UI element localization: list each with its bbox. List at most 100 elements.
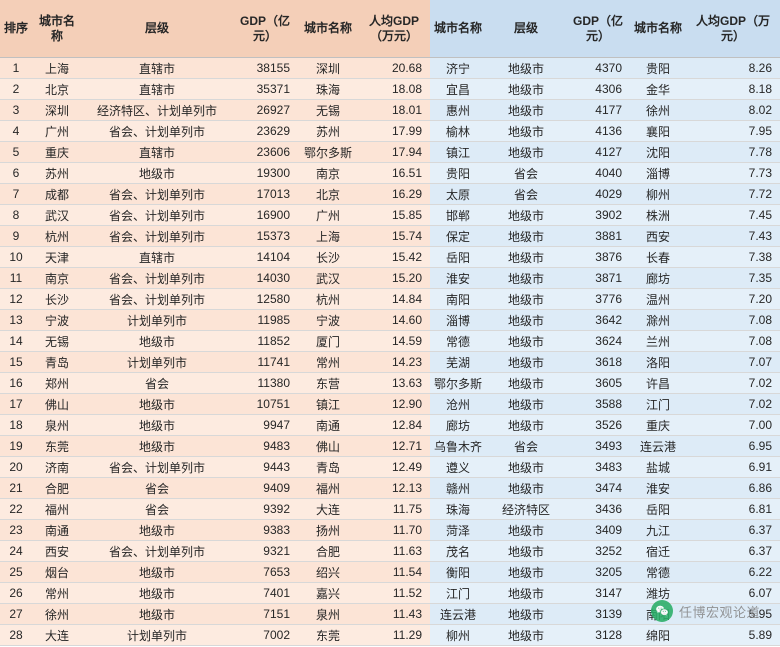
cell-city: 榆林	[430, 121, 486, 141]
cell-gdp: 3871	[566, 268, 630, 288]
table-row: 廊坊地级市3526重庆7.00	[430, 415, 780, 436]
cell-city2: 苏州	[298, 121, 358, 141]
cell-city: 泉州	[32, 415, 82, 435]
cell-pcg: 7.73	[686, 163, 780, 183]
table-row: 7成都省会、计划单列市17013北京16.29	[0, 184, 430, 205]
cell-city2: 厦门	[298, 331, 358, 351]
cell-pcg: 16.29	[358, 184, 430, 204]
table-row: 5重庆直辖市23606鄂尔多斯17.94	[0, 142, 430, 163]
cell-city2: 沈阳	[630, 142, 686, 162]
cell-city: 宁波	[32, 310, 82, 330]
table-row: 衡阳地级市3205常德6.22	[430, 562, 780, 583]
col-rank: 排序	[0, 0, 32, 57]
table-row: 4广州省会、计划单列市23629苏州17.99	[0, 121, 430, 142]
cell-tier: 地级市	[486, 604, 566, 624]
cell-gdp: 7401	[232, 583, 298, 603]
cell-gdp: 15373	[232, 226, 298, 246]
cell-city2: 嘉兴	[298, 583, 358, 603]
cell-gdp: 4136	[566, 121, 630, 141]
cell-city2: 常州	[298, 352, 358, 372]
cell-gdp: 9321	[232, 541, 298, 561]
table-row: 12长沙省会、计划单列市12580杭州14.84	[0, 289, 430, 310]
cell-pcg: 15.85	[358, 205, 430, 225]
cell-pcg: 5.89	[686, 625, 780, 645]
table-row: 贵阳省会4040淄博7.73	[430, 163, 780, 184]
cell-city2: 长春	[630, 247, 686, 267]
cell-gdp: 3526	[566, 415, 630, 435]
cell-gdp: 16900	[232, 205, 298, 225]
table-row: 28大连计划单列市7002东莞11.29	[0, 625, 430, 646]
cell-pcg: 17.99	[358, 121, 430, 141]
table-row: 柳州地级市3128绵阳5.89	[430, 625, 780, 646]
cell-pcg: 15.42	[358, 247, 430, 267]
cell-tier: 地级市	[82, 604, 232, 624]
cell-tier: 直辖市	[82, 79, 232, 99]
cell-tier: 省会、计划单列市	[82, 289, 232, 309]
cell-city2: 金华	[630, 79, 686, 99]
cell-gdp: 3493	[566, 436, 630, 456]
table-row: 珠海经济特区3436岳阳6.81	[430, 499, 780, 520]
cell-pcg: 7.43	[686, 226, 780, 246]
cell-city: 邯郸	[430, 205, 486, 225]
cell-city2: 武汉	[298, 268, 358, 288]
cell-pcg: 7.38	[686, 247, 780, 267]
table-row: 25烟台地级市7653绍兴11.54	[0, 562, 430, 583]
cell-gdp: 3642	[566, 310, 630, 330]
cell-city: 南京	[32, 268, 82, 288]
table-row: 8武汉省会、计划单列市16900广州15.85	[0, 205, 430, 226]
cell-tier: 经济特区、计划单列市	[82, 100, 232, 120]
cell-gdp: 9392	[232, 499, 298, 519]
cell-tier: 计划单列市	[82, 625, 232, 645]
cell-gdp: 3624	[566, 331, 630, 351]
cell-pcg: 13.63	[358, 373, 430, 393]
cell-pcg: 16.51	[358, 163, 430, 183]
cell-rank: 20	[0, 457, 32, 477]
table-row: 13宁波计划单列市11985宁波14.60	[0, 310, 430, 331]
cell-pcg: 18.08	[358, 79, 430, 99]
cell-city: 菏泽	[430, 520, 486, 540]
cell-rank: 7	[0, 184, 32, 204]
cell-tier: 省会、计划单列市	[82, 226, 232, 246]
cell-city: 乌鲁木齐	[430, 436, 486, 456]
col-pcg: 人均GDP（万元）	[686, 0, 780, 57]
cell-city2: 淮安	[630, 478, 686, 498]
cell-tier: 地级市	[82, 562, 232, 582]
cell-city: 常德	[430, 331, 486, 351]
cell-pcg: 14.60	[358, 310, 430, 330]
cell-tier: 地级市	[486, 268, 566, 288]
cell-rank: 4	[0, 121, 32, 141]
cell-city: 江门	[430, 583, 486, 603]
cell-rank: 6	[0, 163, 32, 183]
cell-gdp: 26927	[232, 100, 298, 120]
cell-city: 西安	[32, 541, 82, 561]
cell-city2: 贵阳	[630, 58, 686, 78]
cell-city: 连云港	[430, 604, 486, 624]
table-row: 淮安地级市3871廊坊7.35	[430, 268, 780, 289]
cell-city2: 南通	[298, 415, 358, 435]
table-row: 17佛山地级市10751镇江12.90	[0, 394, 430, 415]
cell-rank: 2	[0, 79, 32, 99]
cell-gdp: 3128	[566, 625, 630, 645]
cell-city: 长沙	[32, 289, 82, 309]
cell-tier: 地级市	[486, 142, 566, 162]
left-header-row: 排序 城市名称 层级 GDP（亿元） 城市名称 人均GDP（万元）	[0, 0, 430, 58]
cell-gdp: 7151	[232, 604, 298, 624]
cell-tier: 省会、计划单列市	[82, 268, 232, 288]
cell-gdp: 14104	[232, 247, 298, 267]
cell-tier: 地级市	[486, 457, 566, 477]
cell-tier: 经济特区	[486, 499, 566, 519]
cell-gdp: 9383	[232, 520, 298, 540]
cell-gdp: 35371	[232, 79, 298, 99]
table-row: 常德地级市3624兰州7.08	[430, 331, 780, 352]
cell-rank: 12	[0, 289, 32, 309]
cell-tier: 地级市	[486, 478, 566, 498]
col-tier: 层级	[82, 0, 232, 57]
cell-pcg: 7.45	[686, 205, 780, 225]
cell-gdp: 23629	[232, 121, 298, 141]
table-row: 沧州地级市3588江门7.02	[430, 394, 780, 415]
cell-pcg: 15.74	[358, 226, 430, 246]
cell-pcg: 14.84	[358, 289, 430, 309]
cell-city: 沧州	[430, 394, 486, 414]
cell-city: 惠州	[430, 100, 486, 120]
cell-city: 南通	[32, 520, 82, 540]
